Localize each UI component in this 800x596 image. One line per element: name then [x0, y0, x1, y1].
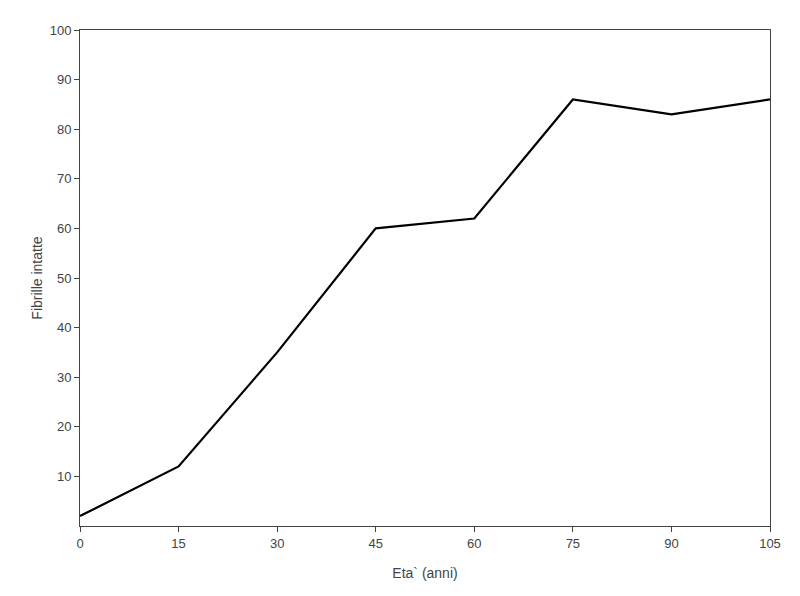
svg-text:70: 70: [57, 171, 71, 186]
svg-text:75: 75: [566, 536, 580, 551]
svg-text:90: 90: [664, 536, 678, 551]
svg-text:30: 30: [57, 370, 71, 385]
svg-text:40: 40: [57, 320, 71, 335]
svg-text:10: 10: [57, 469, 71, 484]
svg-text:60: 60: [57, 221, 71, 236]
svg-text:80: 80: [57, 122, 71, 137]
svg-text:45: 45: [368, 536, 382, 551]
svg-text:50: 50: [57, 271, 71, 286]
svg-text:0: 0: [76, 536, 83, 551]
svg-text:Fibrille intatte: Fibrille intatte: [29, 236, 45, 319]
svg-text:Eta` (anni): Eta` (anni): [392, 565, 457, 581]
svg-text:105: 105: [759, 536, 781, 551]
svg-text:90: 90: [57, 72, 71, 87]
svg-text:30: 30: [270, 536, 284, 551]
svg-text:60: 60: [467, 536, 481, 551]
svg-text:15: 15: [171, 536, 185, 551]
svg-text:20: 20: [57, 419, 71, 434]
svg-text:100: 100: [50, 23, 72, 38]
